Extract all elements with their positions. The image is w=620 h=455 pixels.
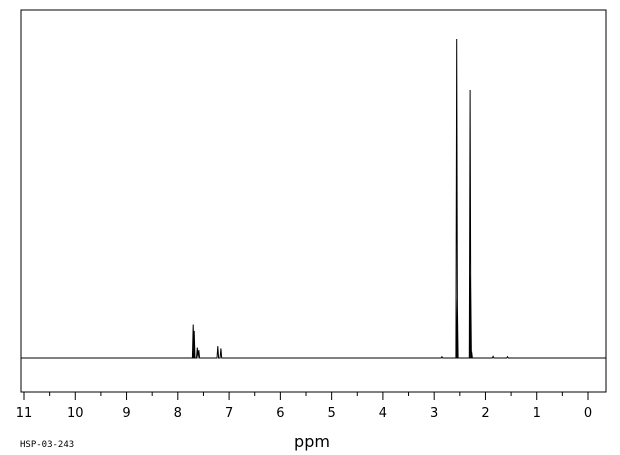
x-tick-label: 11: [16, 406, 33, 421]
x-axis-title: ppm: [294, 432, 330, 451]
x-tick-label: 8: [174, 406, 182, 421]
x-axis-tick-labels: 11 10 9 8 7 6 5 4 3 2 1 0: [16, 406, 592, 421]
x-tick-label: 5: [327, 406, 335, 421]
sample-id-label: HSP-03-243: [20, 440, 74, 450]
x-tick-label: 0: [584, 406, 592, 421]
x-tick-label: 6: [276, 406, 284, 421]
x-tick-label: 10: [67, 406, 84, 421]
x-tick-label: 1: [533, 406, 541, 421]
x-axis-ticks: [23, 392, 589, 400]
x-tick-label: 3: [430, 406, 438, 421]
x-tick-label: 4: [379, 406, 387, 421]
spectrum-trace: [21, 38, 606, 359]
plot-frame: [20, 9, 607, 393]
x-tick-label: 7: [225, 406, 233, 421]
x-tick-label: 9: [122, 406, 130, 421]
x-tick-label: 2: [481, 406, 489, 421]
